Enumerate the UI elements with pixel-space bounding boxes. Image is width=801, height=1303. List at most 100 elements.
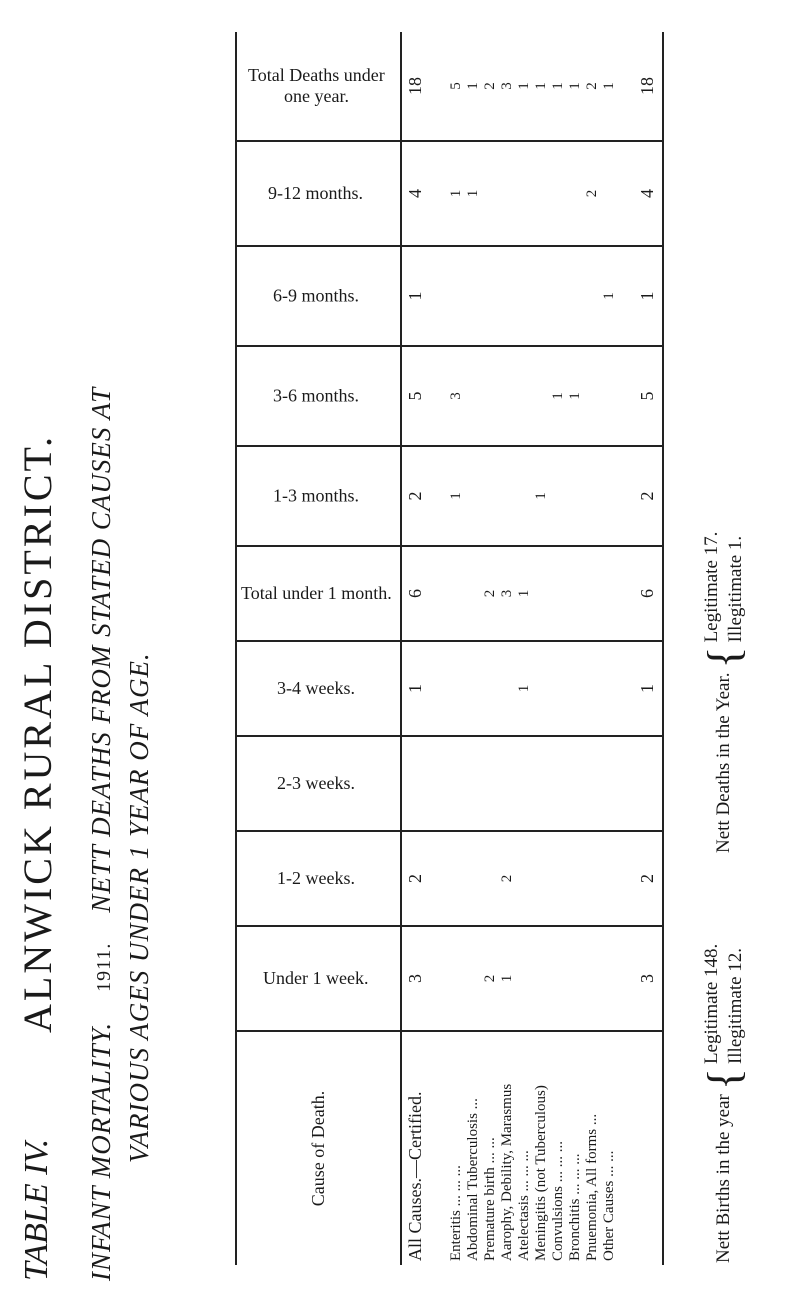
cell: 2 [401, 831, 428, 926]
cell [465, 736, 482, 831]
row-label: Bronchitis ... ... ... [567, 1153, 583, 1262]
cause-row: Meningitis (not Tuberculous) 1 1 [533, 32, 550, 1265]
cell [428, 1031, 448, 1265]
cell [618, 736, 663, 831]
column-header: 9-12 months. [236, 141, 401, 246]
cell [584, 736, 601, 831]
cell: 2 [584, 141, 601, 246]
cell [428, 346, 448, 446]
cell: 1 [618, 641, 663, 736]
cell [584, 831, 601, 926]
table-label: TABLE IV. [18, 1138, 55, 1281]
cell: 6 [401, 546, 428, 641]
cell [550, 546, 567, 641]
cell [567, 446, 584, 546]
spacer-row [428, 32, 448, 1265]
cell [482, 246, 499, 346]
cell [601, 141, 618, 246]
header-text: 9-12 months. [268, 183, 364, 203]
cell [482, 831, 499, 926]
cell [465, 446, 482, 546]
cell [516, 831, 533, 926]
column-header: Total Deaths under one year. [236, 32, 401, 141]
cell: 5 [618, 346, 663, 446]
cell [499, 246, 516, 346]
cell [516, 446, 533, 546]
cell [482, 346, 499, 446]
cell [465, 246, 482, 346]
all-causes-row: All Causes.—Certified. 3 2 1 6 2 5 1 4 18 [401, 32, 428, 1265]
cell: 1 [516, 641, 533, 736]
cell [448, 641, 465, 736]
cell [533, 246, 550, 346]
cell [533, 546, 550, 641]
cell: 1 [401, 246, 428, 346]
header-text: Total under 1 month. [240, 583, 392, 603]
cell: 1 [499, 926, 516, 1031]
cell: 3 [499, 546, 516, 641]
cell [499, 141, 516, 246]
cell [567, 641, 584, 736]
cell [601, 641, 618, 736]
cause-row: Pnuemonia, All forms ... 2 2 [584, 32, 601, 1265]
cell [601, 736, 618, 831]
cell [428, 246, 448, 346]
cell [550, 641, 567, 736]
cell [584, 446, 601, 546]
cell [428, 446, 448, 546]
cell [601, 346, 618, 446]
cell: 2 [482, 926, 499, 1031]
cell: 1 [567, 32, 584, 141]
column-header: 2-3 weeks. [236, 736, 401, 831]
cell: 6 [618, 546, 663, 641]
cell [584, 926, 601, 1031]
cell [533, 346, 550, 446]
cell: 1 [448, 141, 465, 246]
cell [533, 831, 550, 926]
cell [448, 246, 465, 346]
header-row: Cause of Death. Under 1 week. 1-2 weeks. 2-… [236, 32, 401, 1265]
cell: 1 [465, 32, 482, 141]
row-label: All Causes.—Certified. [404, 1091, 425, 1261]
header-text: 1-2 weeks. [277, 868, 355, 888]
subtitle-part: NETT DEATHS FROM STATED CAUSES AT [86, 386, 116, 913]
cell: 1 [550, 32, 567, 141]
cell [567, 831, 584, 926]
row-label: Enteritis ... ... ... [448, 1165, 464, 1261]
cell: 1 [550, 346, 567, 446]
column-header: 3-4 weeks. [236, 641, 401, 736]
note-values: Legitimate 17. Illegitimate 1. [700, 532, 748, 643]
cell: 18 [618, 32, 663, 141]
cell: 3 [618, 926, 663, 1031]
cell [428, 736, 448, 831]
cause-row: Bronchitis ... ... ... 1 1 [567, 32, 584, 1265]
header-text: 2-3 weeks. [277, 773, 355, 793]
cell [584, 641, 601, 736]
cell: 3 [401, 926, 428, 1031]
cause-row: Aarophy, Debility, Marasmus 1 2 3 3 [499, 32, 516, 1265]
cell [482, 446, 499, 546]
cell: 2 [499, 831, 516, 926]
cell [533, 736, 550, 831]
cell [499, 446, 516, 546]
cell: 3 [448, 346, 465, 446]
cell [567, 141, 584, 246]
cell: 2 [618, 831, 663, 926]
district-title: ALNWICK RURAL DISTRICT. [15, 434, 60, 1033]
header-text: 1-3 months. [272, 485, 359, 506]
subtitle-line: VARIOUS AGES UNDER 1 YEAR OF AGE. [124, 652, 154, 1163]
cell: 1 [618, 246, 663, 346]
cell: 18 [401, 32, 428, 141]
cell [533, 641, 550, 736]
header-text: Cause of Death. [308, 1090, 328, 1207]
cell: 1 [533, 446, 550, 546]
cause-row: Convulsions ... ... ... 1 1 [550, 32, 567, 1265]
header-text: 6-9 months. [272, 285, 359, 306]
subtitle-part: INFANT MORTALITY. [86, 1021, 116, 1281]
cell: 1 [516, 32, 533, 141]
year: 1911. [93, 942, 115, 992]
cell [428, 926, 448, 1031]
cell: 4 [401, 141, 428, 246]
